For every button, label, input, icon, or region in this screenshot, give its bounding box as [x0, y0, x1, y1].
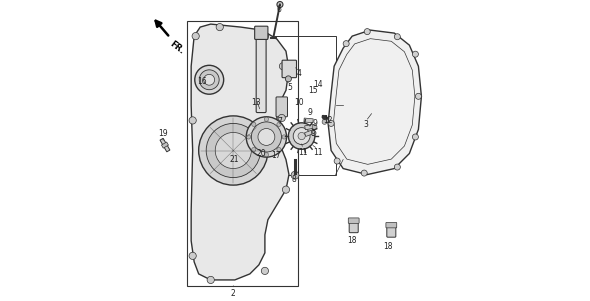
- Text: 13: 13: [251, 98, 261, 107]
- Circle shape: [289, 123, 315, 149]
- Circle shape: [251, 122, 281, 152]
- Text: 8: 8: [291, 175, 296, 184]
- Circle shape: [195, 65, 224, 94]
- Circle shape: [328, 120, 334, 126]
- Circle shape: [278, 114, 286, 122]
- Circle shape: [412, 134, 418, 140]
- Circle shape: [207, 276, 214, 284]
- Circle shape: [189, 117, 196, 124]
- Text: 14: 14: [313, 80, 322, 89]
- Circle shape: [334, 158, 340, 164]
- Circle shape: [412, 51, 418, 57]
- Text: 4: 4: [297, 69, 302, 78]
- Circle shape: [415, 93, 421, 99]
- Text: 9: 9: [310, 129, 315, 138]
- Circle shape: [361, 170, 367, 176]
- FancyBboxPatch shape: [282, 60, 297, 78]
- Circle shape: [252, 147, 256, 152]
- Text: 2: 2: [231, 289, 235, 298]
- Circle shape: [206, 123, 260, 178]
- Circle shape: [286, 76, 291, 82]
- Text: 20: 20: [257, 149, 266, 158]
- Text: 3: 3: [363, 120, 368, 129]
- FancyBboxPatch shape: [348, 218, 359, 223]
- Text: 10: 10: [294, 98, 303, 107]
- Circle shape: [279, 63, 287, 70]
- Text: 21: 21: [230, 155, 239, 164]
- Text: 9: 9: [307, 108, 313, 117]
- Bar: [274, 36, 336, 175]
- Text: FR.: FR.: [168, 40, 186, 56]
- FancyBboxPatch shape: [276, 97, 287, 117]
- Circle shape: [277, 122, 281, 126]
- Circle shape: [192, 33, 199, 40]
- Circle shape: [199, 70, 219, 90]
- Circle shape: [298, 132, 305, 140]
- Polygon shape: [304, 124, 314, 130]
- Polygon shape: [162, 142, 169, 148]
- Circle shape: [394, 34, 401, 40]
- Polygon shape: [304, 118, 313, 123]
- Polygon shape: [304, 130, 314, 136]
- Circle shape: [277, 2, 283, 8]
- Polygon shape: [191, 24, 289, 280]
- Text: 18: 18: [347, 236, 356, 245]
- Circle shape: [312, 131, 316, 135]
- Circle shape: [394, 164, 401, 170]
- Circle shape: [258, 129, 275, 145]
- Circle shape: [252, 122, 256, 126]
- Circle shape: [215, 132, 251, 169]
- Text: 17: 17: [271, 150, 281, 160]
- Circle shape: [312, 125, 317, 129]
- Circle shape: [264, 117, 268, 121]
- FancyBboxPatch shape: [387, 226, 396, 237]
- Text: 5: 5: [287, 83, 292, 92]
- Circle shape: [282, 135, 286, 139]
- Bar: [186, 21, 298, 286]
- Circle shape: [322, 119, 327, 124]
- Circle shape: [199, 116, 268, 185]
- Circle shape: [264, 153, 268, 157]
- Circle shape: [291, 171, 299, 179]
- Polygon shape: [328, 30, 421, 175]
- Text: 18: 18: [384, 242, 393, 251]
- Circle shape: [364, 29, 371, 35]
- Circle shape: [189, 252, 196, 259]
- Circle shape: [277, 147, 281, 152]
- Text: 15: 15: [308, 86, 318, 95]
- Text: 9: 9: [312, 119, 317, 128]
- FancyBboxPatch shape: [255, 26, 268, 39]
- FancyBboxPatch shape: [349, 221, 358, 233]
- Circle shape: [293, 128, 310, 144]
- Circle shape: [246, 117, 287, 157]
- Circle shape: [216, 23, 224, 31]
- Circle shape: [261, 33, 268, 40]
- Text: 11: 11: [299, 147, 308, 157]
- Text: 19: 19: [158, 129, 168, 138]
- Circle shape: [283, 186, 290, 193]
- Circle shape: [204, 74, 215, 85]
- Text: 16: 16: [197, 77, 206, 86]
- Text: 11: 11: [313, 147, 323, 157]
- FancyBboxPatch shape: [256, 36, 266, 113]
- Text: 7: 7: [277, 117, 283, 126]
- FancyBboxPatch shape: [386, 222, 396, 228]
- Circle shape: [343, 41, 349, 47]
- Circle shape: [247, 135, 251, 139]
- Circle shape: [261, 267, 268, 275]
- Text: 12: 12: [323, 116, 333, 125]
- Polygon shape: [160, 138, 170, 152]
- Text: 6: 6: [276, 5, 281, 14]
